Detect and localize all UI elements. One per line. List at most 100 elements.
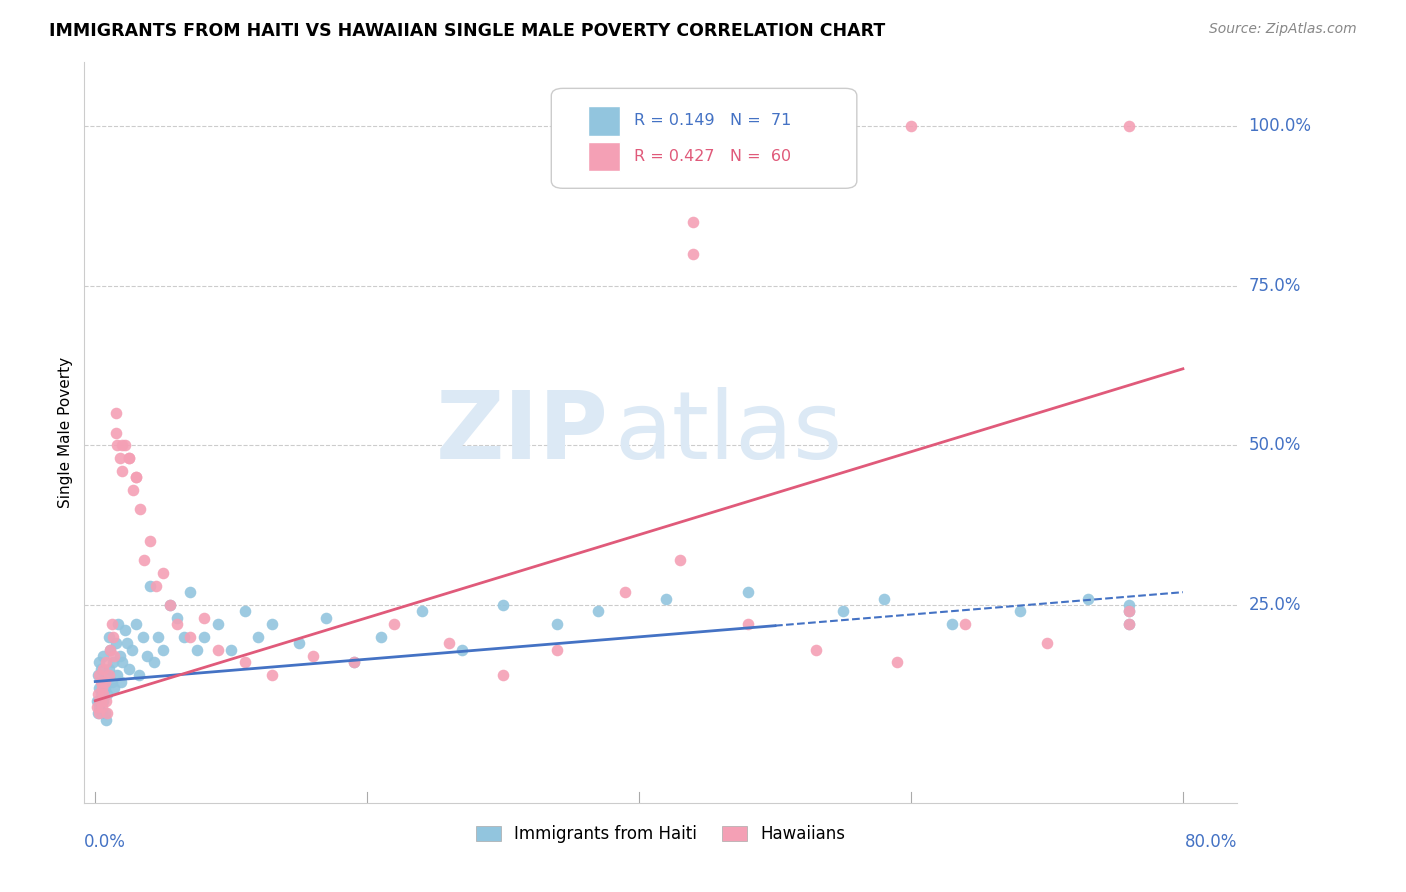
Point <box>90 694 112 708</box>
Point <box>342 656 364 670</box>
Point <box>103 648 125 663</box>
Text: 75.0%: 75.0% <box>1249 277 1301 295</box>
Point <box>111 464 134 478</box>
Point <box>128 668 150 682</box>
Point <box>91 700 114 714</box>
Point <box>682 247 704 261</box>
Point <box>125 470 148 484</box>
Point <box>94 681 117 695</box>
Point <box>382 617 405 632</box>
Point <box>941 617 963 632</box>
Point <box>301 648 323 663</box>
Point <box>737 617 759 632</box>
Point <box>111 656 134 670</box>
Point <box>152 566 174 580</box>
Point <box>125 470 148 484</box>
Point <box>132 630 155 644</box>
Legend: Immigrants from Haiti, Hawaiians: Immigrants from Haiti, Hawaiians <box>470 819 852 850</box>
Point <box>91 706 114 721</box>
Text: 50.0%: 50.0% <box>1249 436 1301 454</box>
Point <box>873 591 896 606</box>
Point <box>94 674 117 689</box>
Point <box>93 687 115 701</box>
Point <box>97 662 120 676</box>
Point <box>108 451 131 466</box>
Point <box>1008 604 1031 618</box>
Point <box>682 215 704 229</box>
Point <box>1077 591 1099 606</box>
Point <box>146 630 169 644</box>
FancyBboxPatch shape <box>588 106 620 136</box>
Point <box>108 648 131 663</box>
Point <box>186 642 208 657</box>
Point <box>437 636 460 650</box>
Point <box>173 630 195 644</box>
Text: Source: ZipAtlas.com: Source: ZipAtlas.com <box>1209 22 1357 37</box>
Point <box>104 636 127 650</box>
Point <box>1118 604 1140 618</box>
Point <box>138 534 160 549</box>
Point <box>166 617 188 632</box>
Point <box>179 630 201 644</box>
Point <box>94 668 117 682</box>
Point <box>94 706 117 721</box>
Point <box>93 648 115 663</box>
Point <box>135 648 157 663</box>
Point <box>492 598 515 612</box>
Point <box>91 674 114 689</box>
Point <box>614 585 637 599</box>
Point <box>233 656 256 670</box>
Text: IMMIGRANTS FROM HAITI VS HAWAIIAN SINGLE MALE POVERTY CORRELATION CHART: IMMIGRANTS FROM HAITI VS HAWAIIAN SINGLE… <box>49 22 886 40</box>
Point <box>193 630 215 644</box>
Point <box>114 624 136 638</box>
Point <box>90 687 112 701</box>
Point <box>96 706 118 721</box>
Point <box>547 642 569 657</box>
Point <box>115 636 138 650</box>
Point <box>103 681 125 695</box>
Point <box>104 407 127 421</box>
Text: ZIP: ZIP <box>436 386 609 479</box>
Point <box>142 656 165 670</box>
Point <box>547 617 569 632</box>
Point <box>900 120 922 134</box>
Point <box>98 642 121 657</box>
Point <box>121 642 143 657</box>
Point <box>89 681 111 695</box>
Text: 25.0%: 25.0% <box>1249 596 1301 614</box>
Text: 0.0%: 0.0% <box>84 833 127 851</box>
Point <box>93 694 115 708</box>
Point <box>1118 604 1140 618</box>
Point <box>152 642 174 657</box>
Point <box>87 706 110 721</box>
Point <box>193 610 215 624</box>
Point <box>1118 598 1140 612</box>
Point <box>86 700 108 714</box>
Point <box>1118 617 1140 632</box>
Point <box>101 630 124 644</box>
Point <box>96 687 118 701</box>
Point <box>97 630 120 644</box>
Point <box>179 585 201 599</box>
Point <box>207 617 229 632</box>
Point <box>1118 120 1140 134</box>
Point <box>101 656 124 670</box>
Point <box>832 604 855 618</box>
Point <box>107 617 129 632</box>
Point <box>886 656 908 670</box>
Point <box>94 713 117 727</box>
Point <box>260 617 283 632</box>
Point <box>87 668 110 682</box>
Point <box>114 438 136 452</box>
Point <box>118 451 141 466</box>
Point <box>315 610 337 624</box>
Text: 80.0%: 80.0% <box>1185 833 1237 851</box>
Point <box>1118 617 1140 632</box>
Text: 100.0%: 100.0% <box>1249 117 1312 136</box>
Point <box>104 425 127 440</box>
Point <box>159 598 181 612</box>
Point <box>669 553 692 567</box>
Point <box>125 617 148 632</box>
Point <box>90 662 112 676</box>
Text: R = 0.427   N =  60: R = 0.427 N = 60 <box>634 149 792 164</box>
